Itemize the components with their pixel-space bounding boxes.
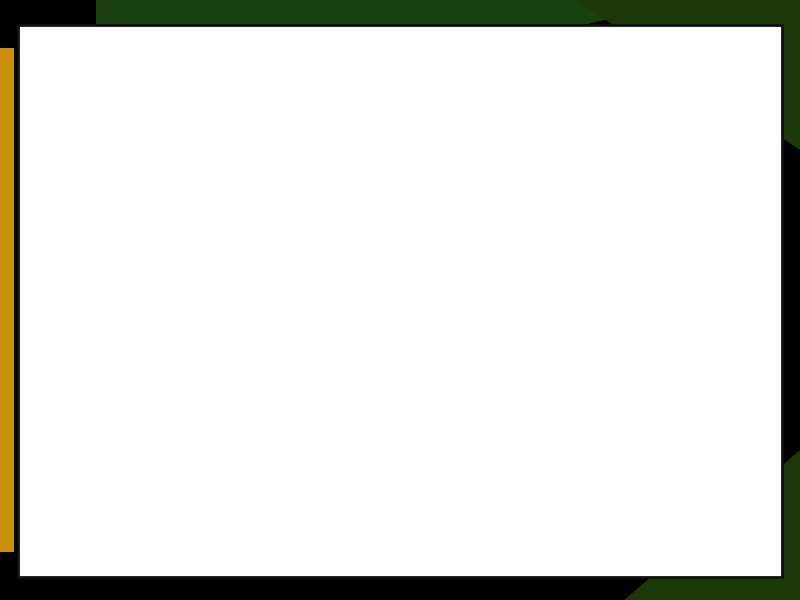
Polygon shape [241,461,262,497]
Polygon shape [442,83,732,169]
Polygon shape [186,136,319,180]
Polygon shape [184,180,243,232]
Ellipse shape [192,233,229,254]
Polygon shape [334,167,384,184]
Ellipse shape [130,192,162,209]
Polygon shape [350,125,396,144]
Polygon shape [178,39,195,65]
Polygon shape [334,184,392,200]
Polygon shape [239,260,285,280]
Polygon shape [184,64,218,180]
Polygon shape [210,461,231,497]
Polygon shape [88,231,123,253]
Polygon shape [78,346,384,461]
Polygon shape [422,174,736,271]
Text: Правый желудочек
гипертрофирован: Правый желудочек гипертрофирован [500,429,674,463]
Text: Дефект
межжелудочковой
перегородки: Дефект межжелудочковой перегородки [502,349,671,400]
Ellipse shape [129,230,159,246]
Ellipse shape [123,150,159,170]
Polygon shape [60,174,224,307]
Polygon shape [194,218,354,332]
Text: Дефект
межпредсердной
перегородки: Дефект межпредсердной перегородки [509,100,665,152]
Polygon shape [199,39,216,65]
Polygon shape [60,191,381,381]
Polygon shape [350,91,400,119]
Polygon shape [182,74,327,113]
Polygon shape [300,100,354,141]
Polygon shape [46,373,151,486]
Ellipse shape [198,236,222,250]
Polygon shape [221,39,238,65]
Text: Комбинированный
(клапанный и
инфундибулярный)
стеноз лёгочной артерии: Комбинированный (клапанный и инфундибуля… [468,187,690,258]
Polygon shape [224,169,338,232]
Polygon shape [442,277,732,326]
Polygon shape [230,241,278,262]
Text: Декстрапозиция
аорты: Декстрапозиция аорты [514,285,659,317]
Polygon shape [136,174,243,224]
Polygon shape [186,218,358,332]
Polygon shape [442,334,732,415]
Polygon shape [88,194,125,215]
Polygon shape [88,152,121,174]
Polygon shape [60,70,88,511]
Polygon shape [442,420,732,472]
